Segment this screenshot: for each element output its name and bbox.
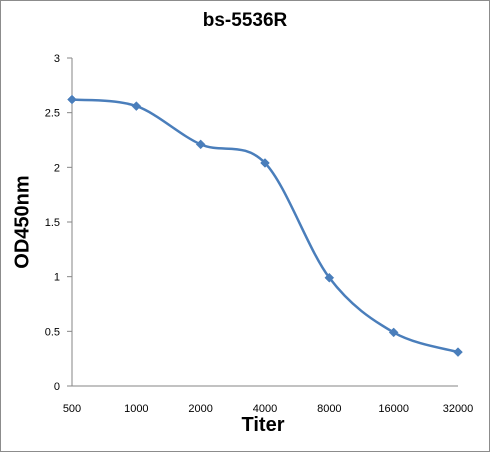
y-tick-label: 2 — [54, 162, 60, 174]
x-tick-label: 4000 — [253, 403, 277, 415]
x-axis-label: Titer — [241, 414, 285, 436]
x-tick-label: 1000 — [124, 403, 148, 415]
x-tick-label: 16000 — [378, 403, 409, 415]
data-point-marker — [260, 158, 270, 168]
y-tick-label: 0.5 — [45, 326, 60, 338]
y-axis-ticks: 0 0.5 1 1.5 2 2.5 3 — [45, 53, 72, 393]
x-tick-label: 8000 — [317, 403, 341, 415]
data-point-marker — [388, 327, 399, 338]
y-tick-label: 3 — [54, 53, 60, 65]
y-tick-label: 2.5 — [45, 108, 60, 120]
data-point-marker — [67, 94, 77, 105]
y-tick-label: 0 — [54, 381, 60, 393]
data-point-marker — [195, 139, 206, 150]
chart-title: bs-5536R — [202, 10, 288, 31]
x-tick-label: 2000 — [188, 403, 212, 415]
x-tick-label: 32000 — [443, 403, 474, 415]
series-group — [67, 94, 463, 357]
data-point-marker — [131, 101, 142, 111]
y-tick-label: 1 — [54, 272, 60, 284]
y-tick-label: 1.5 — [45, 217, 60, 229]
series-line — [71, 98, 459, 354]
x-axis-ticks: 500 1000 2000 4000 8000 16000 32000 — [63, 403, 473, 415]
x-tick-label: 500 — [63, 403, 81, 415]
data-point-marker — [324, 272, 335, 283]
data-point-marker — [453, 347, 463, 357]
